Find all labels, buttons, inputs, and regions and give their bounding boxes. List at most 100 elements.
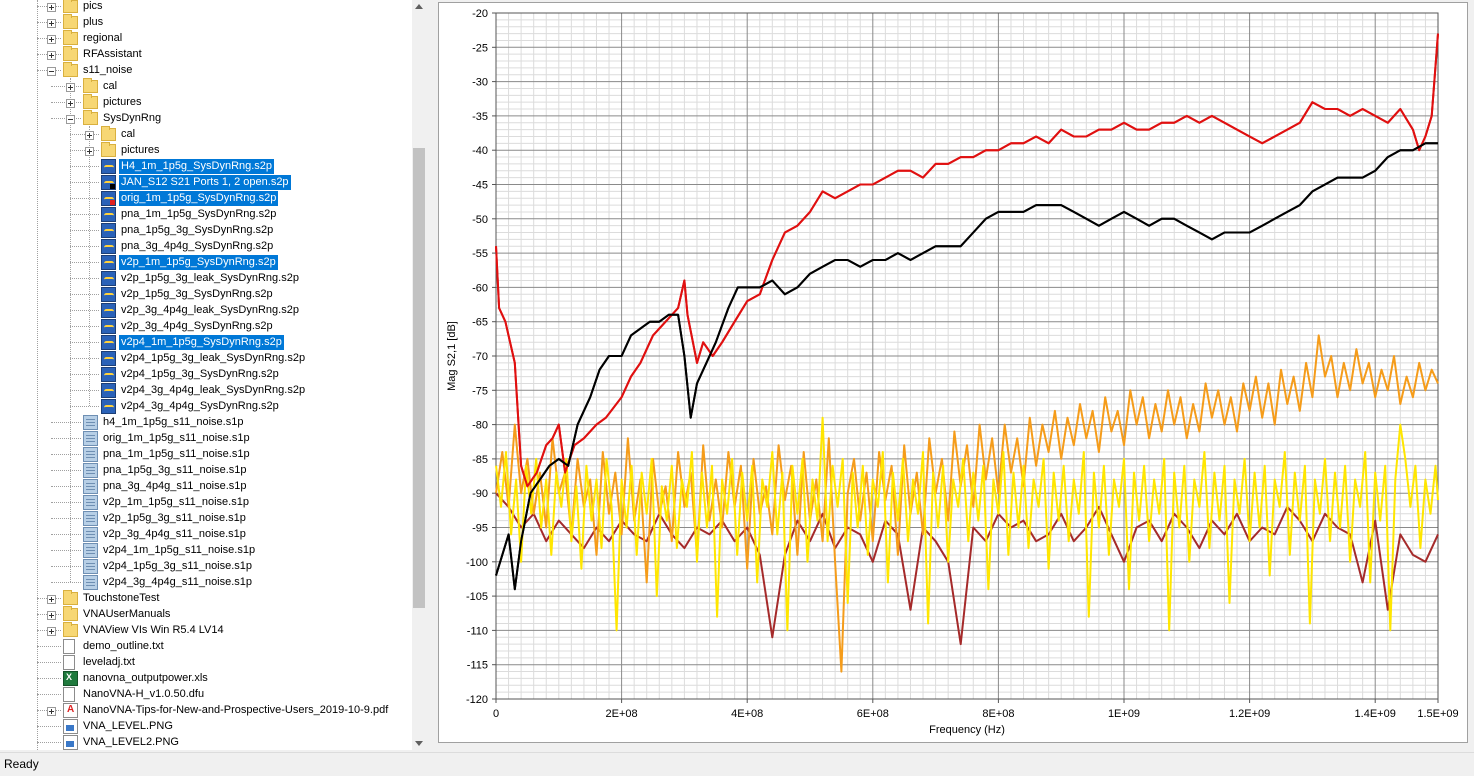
tree-connector-line: [51, 534, 81, 535]
x-tick-label: 4E+08: [731, 708, 763, 720]
tree-item[interactable]: pictures: [0, 142, 412, 159]
tree-connector-line: [51, 454, 81, 455]
tree-item[interactable]: v2p4_3g_4p4g_s11_noise.s1p: [0, 575, 412, 591]
tree-item[interactable]: v2p_1p5g_3g_leak_SysDynRng.s2p: [0, 271, 412, 287]
tree-item[interactable]: v2p_3g_4p4g_s11_noise.s1p: [0, 527, 412, 543]
tree-item[interactable]: SysDynRng: [0, 110, 412, 127]
tree-item[interactable]: h4_1m_1p5g_s11_noise.s1p: [0, 415, 412, 431]
tree-connector-line: [70, 246, 99, 247]
expand-plus-icon[interactable]: [47, 595, 56, 604]
folder-icon: [63, 0, 78, 13]
tree-item[interactable]: VNA_LEVEL2.PNG: [0, 735, 412, 750]
tree-item[interactable]: pna_3g_4p4g_SysDynRng.s2p: [0, 239, 412, 255]
y-tick-label: -25: [472, 42, 488, 54]
tree-item[interactable]: TouchstoneTest: [0, 590, 412, 607]
pdf-icon: [63, 703, 78, 718]
tree-item[interactable]: v2p_1m_1p5g_SysDynRng.s2p: [0, 255, 412, 271]
tree-item[interactable]: RFAssistant: [0, 46, 412, 63]
tree-scrollbar[interactable]: [412, 0, 426, 750]
x-tick-label: 1E+09: [1108, 708, 1140, 720]
x-tick-label: 6E+08: [857, 708, 889, 720]
s1p-icon: [83, 543, 98, 558]
status-bar: Ready: [0, 752, 1474, 776]
s2p-icon: [101, 271, 116, 286]
s1p-icon: [83, 527, 98, 542]
tree-item[interactable]: cal: [0, 126, 412, 143]
expand-plus-icon[interactable]: [47, 3, 56, 12]
tree-item[interactable]: v2p_1p5g_3g_s11_noise.s1p: [0, 511, 412, 527]
tree-item[interactable]: VNAUserManuals: [0, 606, 412, 623]
tree-item[interactable]: leveladj.txt: [0, 655, 412, 671]
tree-item[interactable]: NanoVNA-H_v1.0.50.dfu: [0, 687, 412, 703]
expand-plus-icon[interactable]: [66, 99, 75, 108]
tree-item[interactable]: JAN_S12 S21 Ports 1, 2 open.s2p: [0, 175, 412, 191]
tree-item[interactable]: VNA_LEVEL.PNG: [0, 719, 412, 735]
tree-item[interactable]: pna_1m_1p5g_SysDynRng.s2p: [0, 207, 412, 223]
tree-item[interactable]: v2p_3g_4p4g_SysDynRng.s2p: [0, 319, 412, 335]
tree-item[interactable]: demo_outline.txt: [0, 639, 412, 655]
tree-guide-line: [37, 0, 38, 750]
scroll-down-arrow-icon[interactable]: [412, 736, 426, 750]
tree-item-label: v2p4_1p5g_3g_SysDynRng.s2p: [121, 368, 279, 380]
s2p-icon: [101, 351, 116, 366]
tree-item[interactable]: H4_1m_1p5g_SysDynRng.s2p: [0, 159, 412, 175]
expand-plus-icon[interactable]: [47, 611, 56, 620]
expand-plus-icon[interactable]: [47, 627, 56, 636]
expand-plus-icon[interactable]: [85, 147, 94, 156]
tree-item[interactable]: v2p_3g_4p4g_leak_SysDynRng.s2p: [0, 303, 412, 319]
tree-item[interactable]: v2p4_3g_4p4g_leak_SysDynRng.s2p: [0, 383, 412, 399]
scroll-up-arrow-icon[interactable]: [412, 0, 426, 14]
tree-item[interactable]: pna_1p5g_3g_s11_noise.s1p: [0, 463, 412, 479]
tree-item[interactable]: VNAView VIs Win R5.4 LV14: [0, 622, 412, 639]
tree-item[interactable]: pictures: [0, 94, 412, 111]
tree-item[interactable]: v2p4_1p5g_3g_leak_SysDynRng.s2p: [0, 351, 412, 367]
tree-item[interactable]: v2p4_1m_1p5g_SysDynRng.s2p: [0, 335, 412, 351]
tree-item[interactable]: regional: [0, 30, 412, 47]
tree-connector-line: [37, 662, 61, 663]
tree-item[interactable]: pna_1m_1p5g_s11_noise.s1p: [0, 447, 412, 463]
expand-plus-icon[interactable]: [47, 19, 56, 28]
scroll-thumb[interactable]: [413, 148, 425, 608]
s2p-icon: [101, 239, 116, 254]
tree-item[interactable]: v2p4_1p5g_3g_s11_noise.s1p: [0, 559, 412, 575]
expand-plus-icon[interactable]: [85, 131, 94, 140]
collapse-minus-icon[interactable]: [47, 67, 56, 76]
y-tick-label: -120: [466, 694, 488, 706]
tree-item[interactable]: s11_noise: [0, 62, 412, 79]
tree-item[interactable]: v2p4_3g_4p4g_SysDynRng.s2p: [0, 399, 412, 415]
expand-plus-icon[interactable]: [47, 51, 56, 60]
file-tree[interactable]: pics plus regional RFAssistant s11_noise cal p…: [0, 0, 412, 750]
tree-item[interactable]: pna_1p5g_3g_SysDynRng.s2p: [0, 223, 412, 239]
chart-frame: -20 -25 -30 -35 -40 -45 -50 -55 -60 -65 -70 -75 -80 -…: [438, 2, 1468, 743]
tree-item[interactable]: v2p_1p5g_3g_SysDynRng.s2p: [0, 287, 412, 303]
expand-plus-icon[interactable]: [47, 707, 56, 716]
status-text: Ready: [4, 757, 39, 771]
folder-icon: [83, 110, 98, 125]
tree-item-label: v2p_3g_4p4g_leak_SysDynRng.s2p: [121, 304, 299, 316]
expand-plus-icon[interactable]: [47, 35, 56, 44]
tree-item[interactable]: nanovna_outputpower.xls: [0, 671, 412, 687]
collapse-minus-icon[interactable]: [66, 115, 75, 124]
tree-item[interactable]: v2p_1m_1p5g_s11_noise.s1p: [0, 495, 412, 511]
tree-item[interactable]: pna_3g_4p4g_s11_noise.s1p: [0, 479, 412, 495]
tree-item[interactable]: orig_1m_1p5g_s11_noise.s1p: [0, 431, 412, 447]
tree-item-label: plus: [83, 16, 104, 28]
tree-item[interactable]: orig_1m_1p5g_SysDynRng.s2p: [0, 191, 412, 207]
tree-connector-line: [70, 406, 99, 407]
tree-item-label: VNA_LEVEL2.PNG: [83, 736, 179, 748]
file-tree-panel[interactable]: pics plus regional RFAssistant s11_noise cal p…: [0, 0, 426, 750]
tree-item-label: v2p4_1p5g_3g_s11_noise.s1p: [103, 560, 253, 572]
tree-item[interactable]: NanoVNA-Tips-for-New-and-Prospective-Use…: [0, 703, 412, 719]
s1p-icon: [83, 479, 98, 494]
tree-item[interactable]: v2p4_1p5g_3g_SysDynRng.s2p: [0, 367, 412, 383]
s2p-icon: [101, 287, 116, 302]
expand-plus-icon[interactable]: [66, 83, 75, 92]
tree-item[interactable]: plus: [0, 14, 412, 31]
tree-item[interactable]: pics: [0, 0, 412, 15]
s2p-icon: [101, 207, 116, 222]
tree-item-label: v2p4_1m_1p5g_s11_noise.s1p: [103, 544, 256, 556]
tree-item[interactable]: cal: [0, 78, 412, 95]
tree-item[interactable]: v2p4_1m_1p5g_s11_noise.s1p: [0, 543, 412, 559]
series-line-4: [495, 416, 1439, 632]
s2p-icon: [101, 191, 116, 206]
